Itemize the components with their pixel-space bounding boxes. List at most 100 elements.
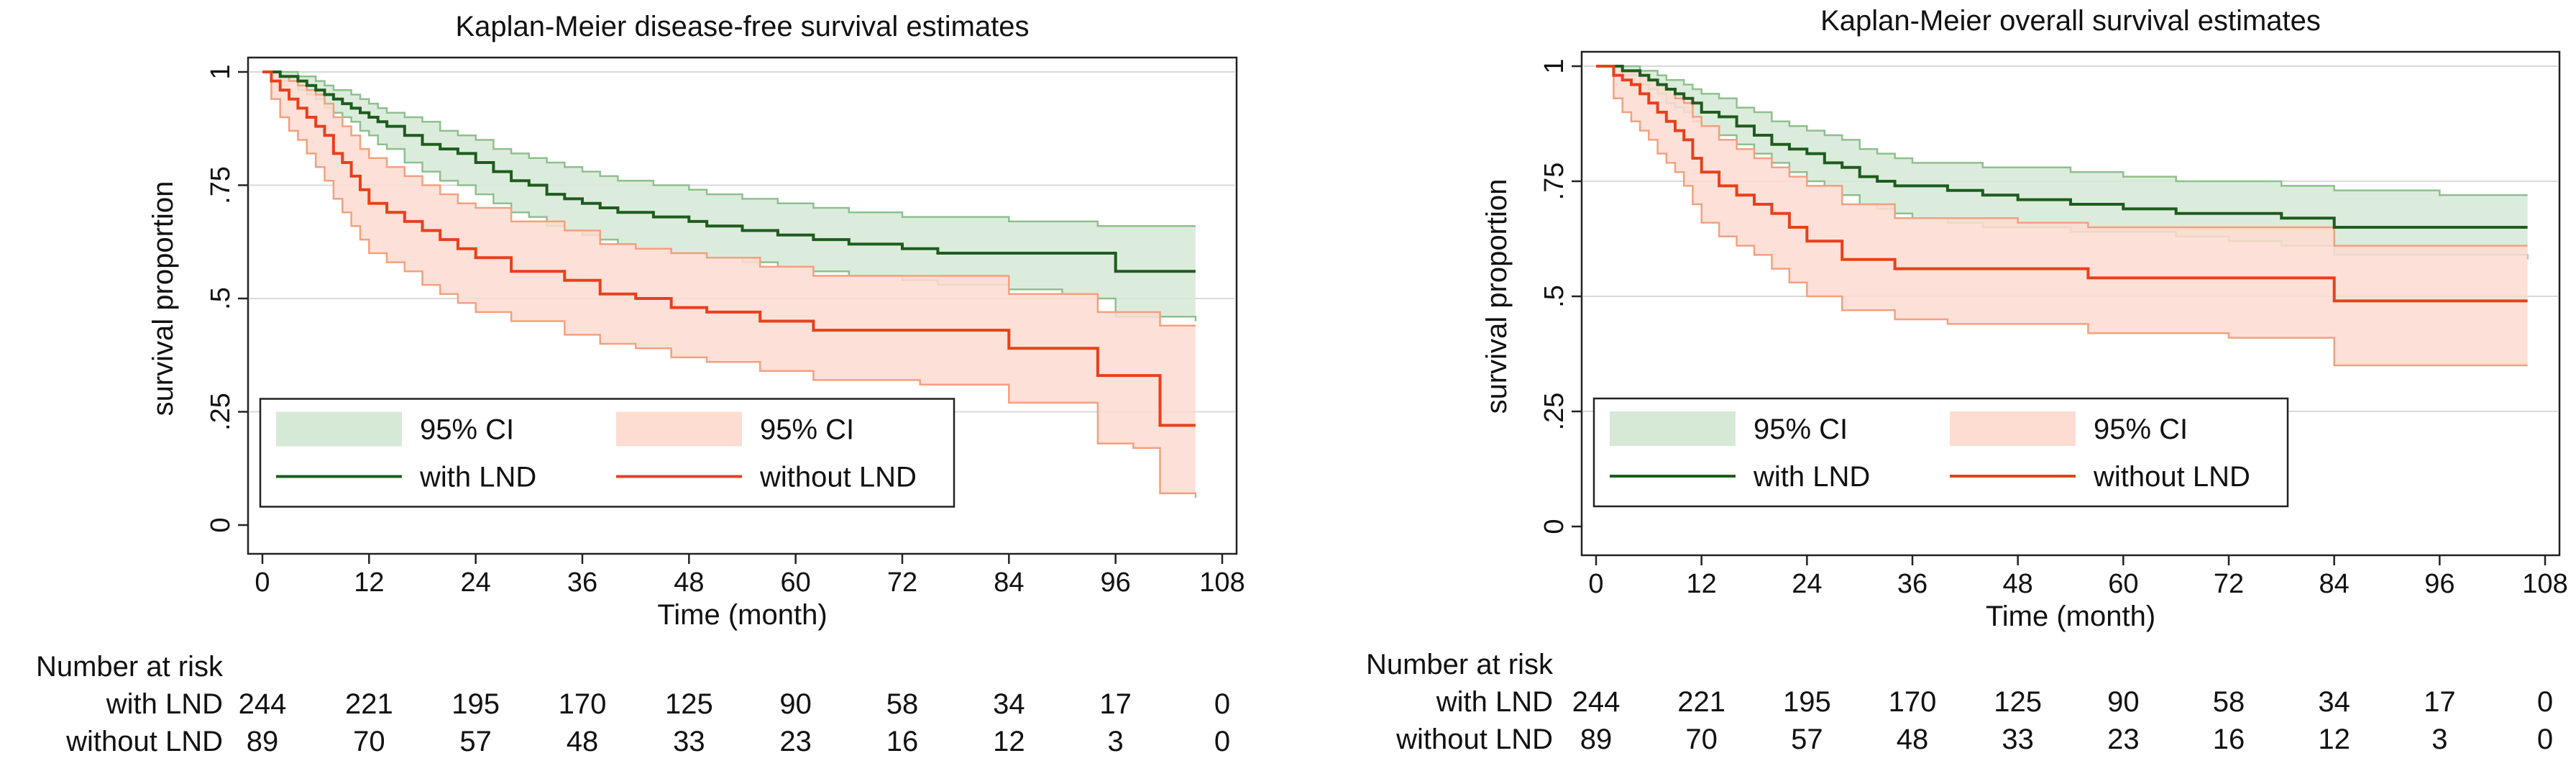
risk-count: 58 [2213,686,2245,718]
with-ci-upper [262,70,1196,227]
x-tick-label: 36 [1897,569,1928,599]
risk-count: 23 [2107,724,2140,755]
x-tick-label: 60 [781,567,811,598]
without-ci-band [262,72,1196,498]
x-tick-label: 48 [674,567,704,598]
with-ci-upper [1596,65,2528,196]
with-ci-band [1596,66,2528,260]
risk-row-label: with LND [1436,686,1553,718]
x-tick-label: 60 [2108,569,2138,599]
legend-label-without: without LND [2093,461,2250,493]
x-tick-label: 0 [1588,569,1603,599]
legend-label-with: with LND [1753,461,1870,493]
x-tick-label: 24 [461,567,491,598]
x-tick-label: 84 [994,567,1024,598]
x-tick-label: 0 [255,567,270,598]
legend-label-with: with LND [419,462,536,493]
legend-swatch-without-ci [1950,411,2076,446]
legend-label-with-ci: 95% CI [1754,414,1848,445]
x-tick-label: 96 [1101,567,1131,598]
legend-label-without-ci: 95% CI [760,414,854,446]
x-tick-label: 12 [354,567,384,598]
x-tick-label: 84 [2319,569,2350,599]
risk-count: 195 [452,688,500,720]
y-axis-label: survival proportion [147,181,179,416]
with-survival-line [1596,65,2528,229]
risk-count: 33 [673,726,705,757]
with-ci-band [262,72,1196,322]
y-tick-label: 1 [1539,58,1569,73]
risk-count: 221 [345,688,393,720]
legend-swatch-with-ci [1610,411,1736,446]
risk-count: 170 [1889,686,1937,718]
risk-count: 170 [559,688,607,720]
legend-label-without: without LND [759,462,917,493]
risk-count: 48 [567,726,599,757]
y-tick-label: .75 [1539,163,1569,201]
risk-count: 33 [2002,724,2034,755]
risk-table-title: Number at risk [36,651,224,683]
y-tick-label: .5 [206,287,236,310]
risk-count: 125 [1994,686,2042,718]
x-tick-label: 24 [1792,569,1822,599]
legend-swatch-with-ci [276,411,402,447]
x-axis-label: Time (month) [657,599,827,631]
legend-label-with-ci: 95% CI [420,414,514,446]
with-survival-line [262,70,1196,273]
risk-count: 70 [1685,724,1718,755]
y-tick-label: .25 [1539,393,1569,431]
risk-count: 0 [2537,724,2553,755]
without-ci-band [1596,66,2528,365]
x-tick-label: 108 [1199,567,1245,598]
risk-count: 48 [1897,724,1929,755]
risk-count: 12 [993,726,1025,757]
risk-count: 23 [779,726,812,757]
risk-row-label: without LND [1395,724,1553,755]
without-ci-upper [262,70,1196,327]
risk-row-label: with LND [106,688,223,720]
without-ci-lower [1596,65,2528,367]
risk-count: 125 [665,688,713,720]
y-tick-label: .25 [206,393,236,431]
legend: 95% CI 95% CI with LND without LND [259,398,955,508]
risk-count: 16 [2213,724,2245,755]
risk-count: 34 [993,688,1025,720]
km-panel-overall: Kaplan-Meier overall survival estimates 0… [1366,5,2568,755]
without-ci-lower [262,70,1197,498]
chart-title: Kaplan-Meier overall survival estimates [1820,5,2321,37]
legend: 95% CI 95% CI with LND without LND [1592,397,2289,508]
legend-label-without-ci: 95% CI [2094,414,2188,445]
risk-table-title: Number at risk [1366,649,1554,680]
risk-count: 58 [886,688,919,720]
risk-count: 89 [1580,724,1613,755]
risk-row-label: without LND [65,726,223,757]
y-tick-label: 1 [206,64,236,79]
x-tick-label: 72 [2214,569,2244,599]
x-axis-label: Time (month) [1986,601,2155,632]
risk-count: 17 [2424,686,2456,718]
risk-count: 3 [1108,726,1124,757]
risk-count: 244 [1572,686,1621,718]
risk-count: 0 [1214,688,1230,720]
legend-swatch-without-ci [616,411,742,447]
risk-count: 34 [2318,686,2350,718]
y-tick-label: 0 [206,517,236,532]
risk-count: 70 [353,726,385,757]
risk-count: 3 [2431,724,2447,755]
without-survival-line [1596,65,2528,303]
x-tick-label: 12 [1687,569,1717,599]
x-tick-label: 96 [2424,569,2454,599]
risk-count: 57 [1791,724,1823,755]
risk-count: 195 [1783,686,1831,718]
risk-count: 0 [1214,726,1230,757]
x-tick-label: 108 [2522,569,2567,599]
risk-count: 90 [2107,686,2140,718]
km-panel-disease-free: Kaplan-Meier disease-free survival estim… [36,11,1245,757]
risk-count: 0 [2537,686,2553,718]
y-axis-label: survival proportion [1481,179,1513,414]
risk-count: 221 [1677,686,1725,718]
x-tick-label: 36 [567,567,597,598]
risk-count: 16 [886,726,919,757]
